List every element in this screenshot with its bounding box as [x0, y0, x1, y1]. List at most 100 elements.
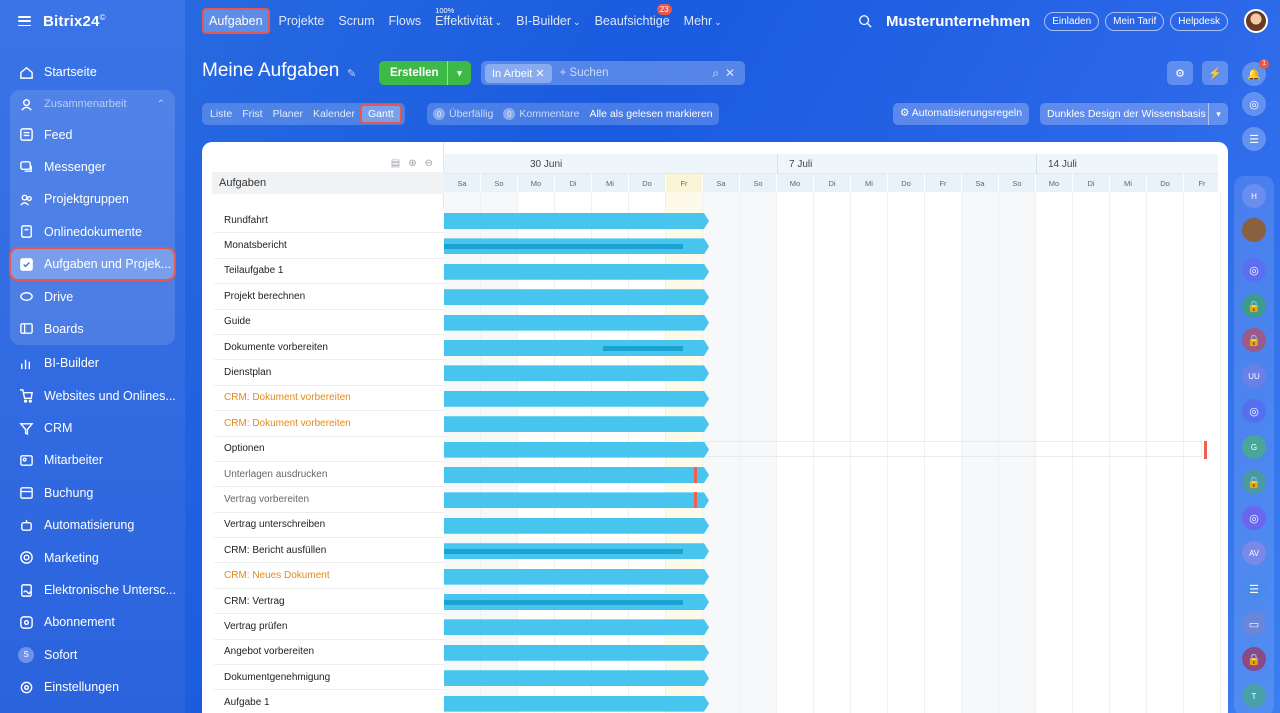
- lock-icon[interactable]: 🔒: [1242, 647, 1266, 671]
- task-bar[interactable]: [444, 645, 709, 661]
- task-title[interactable]: Vertrag prüfen: [202, 613, 444, 640]
- sidebar-item-sofort[interactable]: S Sofort: [10, 639, 175, 671]
- app-logo[interactable]: Bitrix24©: [43, 12, 106, 30]
- task-row[interactable]: Vertrag unterschreiben: [202, 511, 1228, 539]
- topnav-effektivität[interactable]: Effektivität ⌄ 100%: [430, 6, 507, 32]
- sidebar-item-aufgaben-und-projek[interactable]: Aufgaben und Projek...: [9, 246, 176, 282]
- task-title[interactable]: Dokumente vorbereiten: [202, 333, 444, 361]
- sidebar-item-boards[interactable]: Boards: [10, 313, 175, 345]
- chevron-down-icon[interactable]: ▾: [1208, 103, 1228, 125]
- task-title[interactable]: Dokumentgenehmigung: [202, 664, 444, 691]
- sidebar-item-mitarbeiter[interactable]: Mitarbeiter: [10, 444, 175, 476]
- sidebar-item-automatisierung[interactable]: Automatisierung: [10, 509, 175, 541]
- task-bar[interactable]: [444, 670, 709, 686]
- topnav-scrum[interactable]: Scrum: [333, 10, 379, 32]
- lock-icon[interactable]: 🔒: [1242, 470, 1266, 494]
- chevron-up-icon[interactable]: ⌃: [156, 98, 165, 110]
- bell-icon[interactable]: 🔔 1: [1242, 59, 1269, 86]
- task-row[interactable]: Guide: [202, 308, 1228, 335]
- task-row[interactable]: Dienstplan: [202, 359, 1228, 386]
- sidebar-item-startseite[interactable]: Startseite: [10, 56, 175, 88]
- chat-avatar[interactable]: AV: [1242, 541, 1266, 565]
- task-row[interactable]: Dokumente vorbereiten: [202, 333, 1228, 361]
- task-row[interactable]: Rundfahrt: [202, 206, 1228, 234]
- invite-button[interactable]: Einladen: [1044, 11, 1100, 31]
- task-title[interactable]: Vertrag unterschreiben: [202, 511, 444, 539]
- task-title[interactable]: Optionen: [202, 435, 444, 462]
- task-title[interactable]: Unterlagen ausdrucken: [202, 460, 444, 488]
- task-row[interactable]: CRM: Bericht ausfüllen: [202, 537, 1228, 564]
- task-title[interactable]: CRM: Bericht ausfüllen: [202, 537, 444, 564]
- task-bar[interactable]: [444, 391, 709, 407]
- deadline-marker[interactable]: [1204, 440, 1207, 459]
- create-button[interactable]: Erstellen ▾: [379, 61, 471, 85]
- comments-counter[interactable]: 0 Kommentare: [503, 108, 579, 121]
- card-icon[interactable]: ▭: [1242, 612, 1266, 636]
- topnav-aufgaben[interactable]: Aufgaben: [202, 8, 270, 34]
- mark-all-read-button[interactable]: Alle als gelesen markieren: [589, 108, 713, 120]
- task-row[interactable]: Dokumentgenehmigung: [202, 664, 1228, 691]
- deadline-marker[interactable]: [694, 492, 697, 509]
- task-title[interactable]: Rundfahrt: [202, 206, 444, 234]
- search-input[interactable]: + Suchen: [559, 67, 609, 79]
- task-title[interactable]: Guide: [202, 308, 444, 335]
- lightning-icon[interactable]: ⚡: [1202, 61, 1228, 85]
- task-title[interactable]: Vertrag vorbereiten: [202, 486, 444, 513]
- sidebar-item-feed[interactable]: Feed: [10, 118, 175, 150]
- deadline-marker[interactable]: [694, 467, 697, 483]
- sidebar-item-onlinedokumente[interactable]: Onlinedokumente: [10, 216, 175, 248]
- tariff-button[interactable]: Mein Tarif: [1105, 11, 1165, 31]
- zoom-in-icon[interactable]: ⊕: [408, 158, 417, 169]
- chat-avatar[interactable]: H: [1242, 184, 1266, 208]
- task-bar[interactable]: [444, 315, 709, 331]
- task-bar[interactable]: [444, 569, 709, 585]
- task-row[interactable]: Vertrag vorbereiten: [202, 486, 1228, 513]
- task-bar[interactable]: [444, 213, 709, 229]
- topnav-flows[interactable]: Flows: [384, 10, 427, 32]
- task-bar[interactable]: [444, 467, 709, 483]
- sidebar-item-buchung[interactable]: Buchung: [10, 477, 175, 509]
- copilot-icon[interactable]: ◎: [1242, 258, 1266, 282]
- topnav-mehr[interactable]: Mehr ⌄: [679, 10, 727, 32]
- topnav-beaufsichtige[interactable]: Beaufsichtige 23: [590, 4, 675, 32]
- lock-icon[interactable]: 🔒: [1242, 294, 1266, 318]
- search-filter[interactable]: In Arbeit ✕ + Suchen ⌕ ✕: [481, 61, 745, 85]
- task-bar[interactable]: [444, 340, 709, 356]
- task-bar[interactable]: [444, 264, 709, 280]
- task-bar[interactable]: [444, 492, 709, 508]
- copilot-icon[interactable]: ◎: [1242, 506, 1266, 530]
- sidebar-item-elektronische-untersc[interactable]: Elektronische Untersc...: [10, 574, 175, 606]
- design-button[interactable]: Dunkles Design der Wissensbasis ▾: [1040, 103, 1228, 125]
- sidebar-item-einstellungen[interactable]: Einstellungen: [10, 671, 175, 703]
- chat-avatar[interactable]: UU: [1242, 364, 1266, 388]
- view-tab-liste[interactable]: Liste: [210, 108, 233, 120]
- lock-icon[interactable]: 🔒: [1242, 328, 1266, 352]
- search-icon[interactable]: [858, 14, 872, 28]
- automation-rules-button[interactable]: ⚙ Automatisierungsregeln: [893, 103, 1030, 125]
- company-name[interactable]: Musterunternehmen: [886, 12, 1031, 30]
- chat-icon[interactable]: ☰: [1242, 127, 1266, 151]
- task-title[interactable]: Aufgabe 1: [202, 689, 444, 713]
- task-row[interactable]: CRM: Dokument vorbereiten: [202, 384, 1228, 412]
- task-row[interactable]: Vertrag prüfen: [202, 613, 1228, 640]
- filter-tag[interactable]: In Arbeit ✕: [485, 63, 552, 83]
- task-title[interactable]: CRM: Vertrag: [202, 587, 444, 615]
- task-bar[interactable]: [444, 289, 709, 305]
- task-bar[interactable]: [444, 619, 709, 635]
- helpdesk-button[interactable]: Helpdesk: [1170, 11, 1228, 31]
- chat-avatar[interactable]: [1242, 218, 1266, 242]
- copilot-icon[interactable]: ◎: [1242, 92, 1266, 116]
- sidebar-item-messenger[interactable]: Messenger: [10, 151, 175, 183]
- sidebar-item-zusammenarbeit[interactable]: Zusammenarbeit ⌃: [10, 90, 175, 118]
- task-bar[interactable]: [444, 365, 709, 381]
- view-tab-frist[interactable]: Frist: [242, 108, 263, 120]
- task-title[interactable]: Angebot vorbereiten: [202, 638, 444, 666]
- topnav-bi-builder[interactable]: BI-Builder ⌄: [511, 10, 585, 32]
- chat-avatar[interactable]: G: [1242, 435, 1266, 459]
- chat-avatar[interactable]: T: [1242, 684, 1266, 708]
- view-tab-kalender[interactable]: Kalender: [312, 108, 355, 120]
- task-row[interactable]: Optionen: [202, 435, 1228, 462]
- settings-gear-icon[interactable]: ⚙: [1167, 61, 1193, 85]
- menu-burger-icon[interactable]: [18, 16, 31, 26]
- sidebar-item-crm[interactable]: CRM: [10, 412, 175, 444]
